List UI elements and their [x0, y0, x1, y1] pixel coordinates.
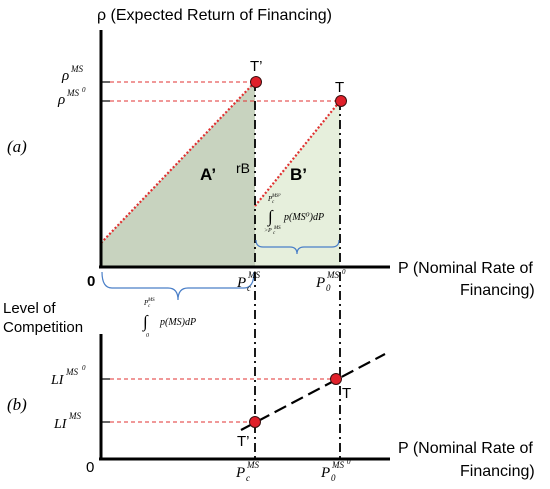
brace-right — [255, 239, 340, 255]
svg-text:p(MS)dP: p(MS)dP — [159, 317, 196, 328]
p0-ms0-label-b: P 0 MS 0 — [320, 458, 351, 483]
region-b-label: B’ — [290, 165, 307, 184]
svg-text:∫: ∫ — [142, 312, 149, 332]
svg-text:MS: MS — [247, 270, 260, 280]
region-b-fill — [255, 101, 340, 266]
tag-b: (b) — [7, 395, 27, 414]
point-t-b-label: T — [342, 385, 351, 402]
rho-ms0-label: ρ MS 0 — [57, 86, 86, 108]
svg-text:P: P — [315, 275, 325, 291]
svg-text:0: 0 — [342, 268, 346, 276]
svg-text:MS: MS — [70, 64, 83, 74]
return-line-ms — [100, 81, 256, 244]
x-axis-label-a-1: P (Nominal Rate of — [398, 260, 533, 277]
tag-a: (a) — [7, 137, 27, 156]
svg-text:P: P — [320, 465, 330, 481]
svg-text:ρ: ρ — [61, 68, 69, 84]
pc-ms-label-b: P c MS — [235, 460, 259, 483]
svg-text:c: c — [272, 200, 275, 205]
svg-text:P: P — [235, 465, 245, 481]
y-axis-label-a: ρ (Expected Return of Financing) — [97, 7, 332, 24]
x-axis-label-b-2: Financing) — [460, 463, 535, 480]
svg-text:MS: MS — [246, 460, 259, 470]
rho-ms-label: ρ MS — [61, 64, 83, 84]
rb-label: rB — [236, 160, 250, 176]
svg-text:P: P — [236, 275, 246, 291]
svg-text:0: 0 — [82, 86, 86, 94]
svg-text:MS: MS — [66, 88, 79, 98]
svg-text:LI: LI — [53, 417, 68, 432]
svg-text:P: P — [267, 195, 273, 203]
svg-text:MS: MS — [331, 460, 344, 470]
integral-left: P c MS ∫ 0 p(MS)dP — [142, 298, 196, 339]
point-t-b — [330, 373, 342, 385]
svg-text:P: P — [143, 299, 149, 307]
point-t-prime-b — [249, 416, 261, 428]
li-ms0-label: LI MS 0 — [50, 364, 86, 388]
region-a-label: A’ — [200, 165, 216, 184]
svg-text:c: c — [273, 231, 276, 236]
svg-text:0: 0 — [331, 473, 336, 483]
svg-text:MS: MS — [326, 270, 339, 280]
svg-text:MS: MS — [273, 226, 281, 231]
x-axis-label-a-2: Financing) — [460, 282, 535, 299]
svg-text:c: c — [148, 304, 151, 309]
li-ms-label: LI MS — [53, 411, 81, 432]
svg-text:0: 0 — [347, 458, 351, 466]
svg-text:MS⁰: MS⁰ — [271, 193, 281, 199]
point-t-prime-b-label: T’ — [237, 433, 250, 450]
p0-ms0-label-a: P 0 MS 0 — [315, 268, 346, 293]
svg-text:c: c — [247, 283, 251, 293]
svg-text:0: 0 — [82, 364, 86, 372]
svg-text:0: 0 — [326, 283, 331, 293]
svg-text:p(MS⁰)dP: p(MS⁰)dP — [283, 212, 324, 223]
svg-text:MS: MS — [68, 411, 81, 421]
svg-text:LI: LI — [50, 373, 65, 388]
svg-text:MS: MS — [147, 298, 155, 303]
svg-text:ρ: ρ — [57, 92, 65, 108]
pc-ms-label-a: P c MS — [236, 270, 260, 293]
brace-bottom — [101, 271, 255, 301]
svg-text:0: 0 — [146, 333, 149, 339]
svg-text:MS: MS — [65, 367, 78, 377]
origin-a: 0 — [87, 273, 95, 290]
svg-text:>P: >P — [264, 228, 272, 234]
integral-right: P c MS⁰ ∫ >P c MS p(MS⁰)dP — [264, 193, 324, 236]
svg-text:∫: ∫ — [267, 207, 274, 227]
point-t-a — [335, 95, 347, 107]
competition-line — [240, 353, 386, 431]
x-axis-label-b-1: P (Nominal Rate of — [398, 440, 533, 457]
y-axis-label-b-1: Level of — [3, 300, 56, 317]
point-t-a-label: T — [335, 79, 344, 96]
point-t-prime-a — [250, 76, 262, 88]
y-axis-label-b-2: Competition — [3, 319, 83, 336]
origin-b: 0 — [86, 459, 94, 476]
return-line-ms0 — [254, 100, 341, 207]
point-t-prime-a-label: T’ — [250, 58, 263, 75]
region-a-fill — [101, 82, 255, 266]
svg-text:c: c — [246, 473, 250, 483]
